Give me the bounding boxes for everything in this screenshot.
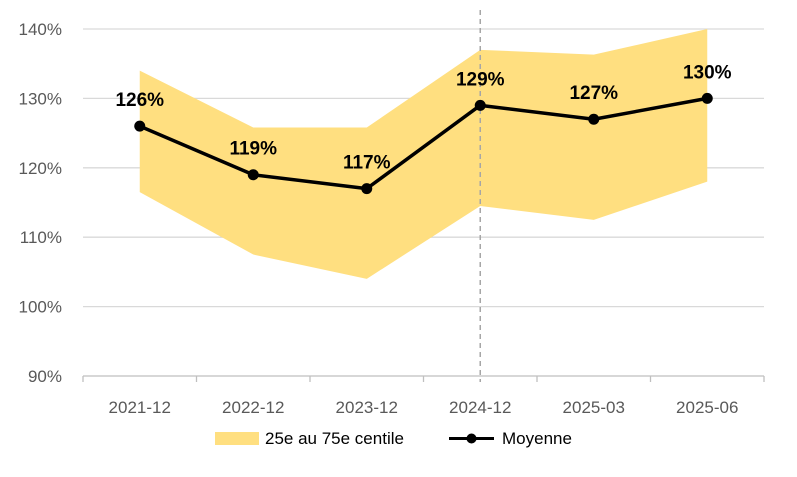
data-point — [361, 183, 373, 195]
legend-swatch-marker — [466, 433, 477, 444]
y-tick-label: 110% — [20, 228, 62, 247]
data-point — [701, 92, 713, 104]
data-point — [247, 169, 259, 181]
x-tick-label: 2021-12 — [109, 398, 171, 417]
data-label: 130% — [683, 62, 732, 83]
data-point — [134, 120, 146, 132]
data-label: 126% — [115, 90, 164, 111]
data-labels: 126% 119% 117% 129% 127% 130% — [115, 62, 731, 173]
legend: 25e au 75e centile Moyenne — [215, 429, 572, 448]
x-tick-label: 2025-06 — [676, 398, 738, 417]
data-label: 117% — [343, 153, 391, 174]
percentile-band — [139, 29, 708, 279]
data-label: 119% — [229, 139, 277, 160]
y-tick-label: 130% — [19, 89, 62, 108]
y-tick-label: 140% — [19, 20, 62, 39]
y-tick-label: 120% — [19, 159, 62, 178]
data-point — [474, 99, 486, 111]
x-tick-label: 2024-12 — [449, 398, 511, 417]
x-tick-label: 2023-12 — [336, 398, 398, 417]
data-label: 129% — [456, 69, 505, 90]
y-tick-label: 90% — [28, 367, 62, 386]
legend-label-line: Moyenne — [502, 429, 572, 448]
y-tick-label: 100% — [19, 298, 62, 317]
x-tick-label: 2022-12 — [222, 398, 284, 417]
series-line — [139, 96, 708, 191]
legend-label-band: 25e au 75e centile — [265, 429, 404, 448]
data-label: 127% — [569, 83, 618, 104]
axes: 90% 100% 110% 120% 130% 140% 2021-12 2022-12 202… — [19, 20, 765, 417]
x-tick-label: 2025-03 — [563, 398, 625, 417]
legend-swatch-band — [215, 432, 259, 445]
series-moyenne — [134, 92, 713, 195]
percentile-band-area — [139, 29, 708, 279]
data-point — [588, 113, 600, 125]
